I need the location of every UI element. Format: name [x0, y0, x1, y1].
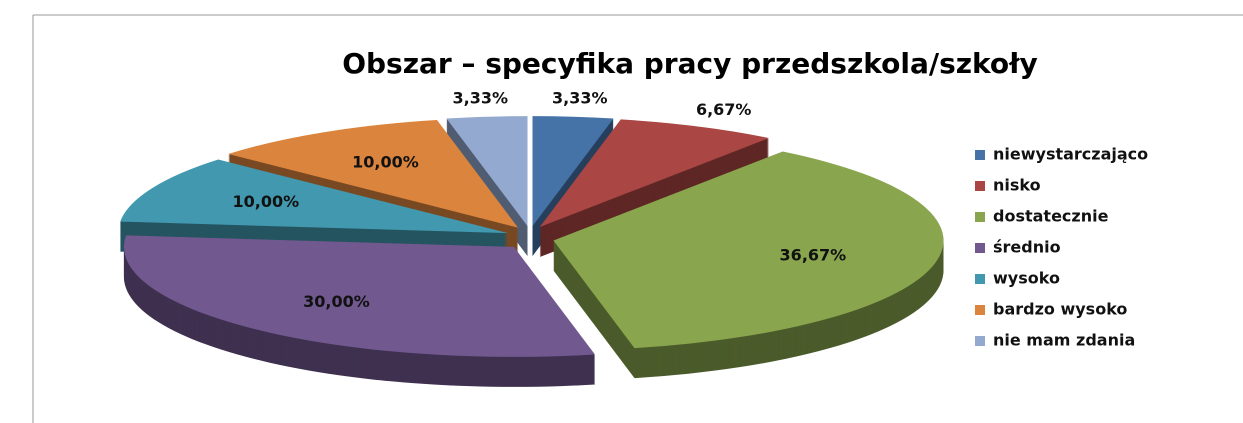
legend-swatch	[975, 336, 985, 346]
legend-label: nisko	[993, 176, 1041, 195]
data-label: 10,00%	[233, 192, 300, 211]
legend-swatch	[975, 305, 985, 315]
legend-label: wysoko	[993, 269, 1060, 288]
slice-top	[553, 151, 944, 349]
slice-top	[532, 116, 614, 227]
data-label: 30,00%	[303, 292, 370, 311]
legend-label: średnio	[993, 238, 1061, 257]
slice-top	[539, 119, 769, 228]
legend-swatch	[975, 243, 985, 253]
legend-swatch	[975, 274, 985, 284]
slice-top	[228, 120, 519, 228]
legend-label: nie mam zdania	[993, 331, 1135, 350]
data-label: 36,67%	[780, 246, 847, 265]
data-label: 6,67%	[696, 100, 752, 119]
data-label: 3,33%	[452, 89, 508, 108]
slice	[553, 151, 944, 379]
data-label: 3,33%	[552, 89, 608, 108]
slice-top	[120, 159, 509, 234]
legend-swatch	[975, 181, 985, 191]
data-label: 10,00%	[352, 152, 419, 171]
slice	[123, 235, 595, 387]
legend-label: dostatecznie	[993, 207, 1109, 226]
slice-top	[446, 116, 528, 227]
slice-top	[123, 235, 595, 357]
chart-title: Obszar – specyfika pracy przedszkola/szk…	[342, 47, 1038, 80]
legend-swatch	[975, 212, 985, 222]
legend-label: niewystarczająco	[993, 145, 1148, 164]
legend-swatch	[975, 150, 985, 160]
legend-label: bardzo wysoko	[993, 300, 1127, 319]
